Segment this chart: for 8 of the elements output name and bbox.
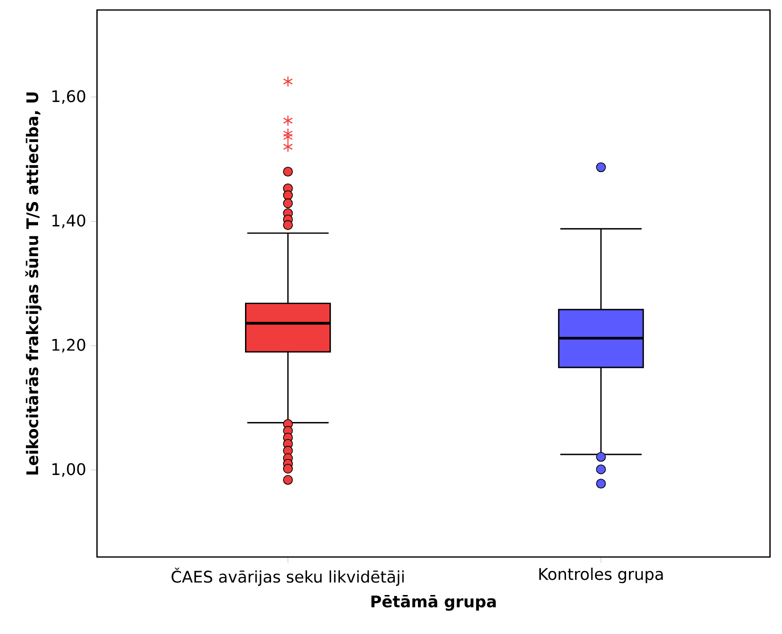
x-tick-label: ČAES avārijas seku likvidētāji xyxy=(172,568,404,586)
y-tick-label: 1,20 xyxy=(52,338,86,353)
y-tick-label: 1,00 xyxy=(52,463,86,477)
y-axis-title: Leikocitārās frakcijas šūnu T/S attiecība, U xyxy=(25,92,42,475)
x-tick-label: Kontroles grupa xyxy=(539,568,663,584)
y-tick-label: 1,40 xyxy=(52,214,86,228)
x-axis-title: Pētāmā grupa xyxy=(371,595,496,611)
y-tick-label: 1,60 xyxy=(52,90,86,104)
